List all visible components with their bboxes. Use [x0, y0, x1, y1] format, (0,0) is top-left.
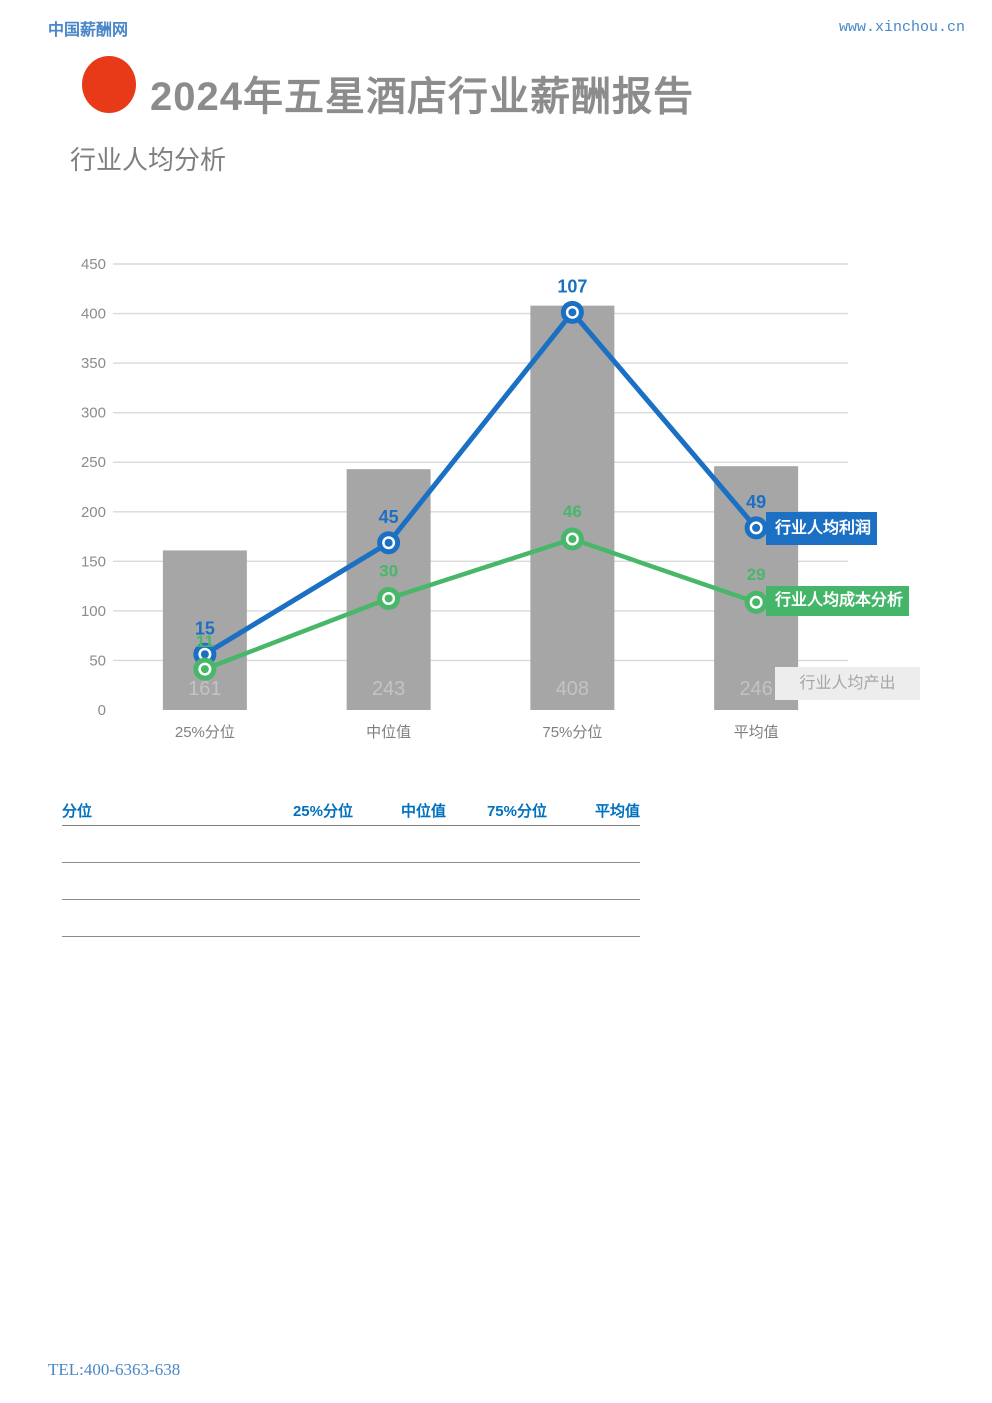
- point-value-label: 49: [746, 492, 766, 512]
- marker-dot: [384, 594, 393, 603]
- y-axis-tick-label: 50: [89, 652, 106, 669]
- footer-tel-link[interactable]: TEL:400-6363-638: [48, 1360, 181, 1379]
- bar: [530, 305, 615, 710]
- legend-profit: 行业人均利润: [766, 512, 877, 545]
- x-category-label: 中位值: [366, 724, 411, 741]
- bar: [162, 550, 247, 710]
- point-value-label: 29: [747, 565, 766, 584]
- bar-value-label: 408: [556, 678, 589, 700]
- marker-dot: [752, 598, 761, 607]
- point-value-label: 30: [379, 562, 398, 581]
- table-header-row: 分位 25%分位 中位值 75%分位 平均值: [62, 796, 640, 826]
- y-axis-tick-label: 300: [81, 405, 106, 422]
- table-header-fenwei: 分位: [62, 803, 93, 820]
- marker-dot: [384, 538, 393, 547]
- site-name: 中国薪酬网: [48, 22, 129, 39]
- section-title: 行业人均分析: [70, 145, 227, 175]
- y-axis-tick-label: 150: [81, 553, 106, 570]
- table-row: [62, 826, 640, 863]
- y-axis-tick-label: 450: [81, 256, 106, 273]
- x-category-label: 75%分位: [542, 724, 602, 741]
- percentile-table: 分位 25%分位 中位值 75%分位 平均值: [62, 796, 640, 937]
- table-header-mean: 平均值: [594, 803, 640, 820]
- point-value-label: 45: [379, 507, 399, 527]
- y-axis-tick-label: 350: [81, 355, 106, 372]
- y-axis-tick-label: 250: [81, 454, 106, 471]
- point-value-label: 11: [196, 632, 214, 651]
- y-axis-tick-label: 200: [81, 504, 106, 521]
- page-title: 2024年五星酒店行业薪酬报告: [150, 75, 694, 119]
- legend-output: 行业人均产出: [775, 667, 920, 700]
- line-行业人均成本分析: [204, 536, 757, 672]
- bar-value-label: 161: [188, 678, 221, 700]
- marker-dot: [568, 308, 577, 317]
- bar-value-label: 243: [372, 678, 405, 700]
- site-url-link[interactable]: www.xinchou.cn: [838, 19, 965, 36]
- table-header-p25: 25%分位: [292, 803, 353, 820]
- bar-value-label: 246: [739, 678, 772, 700]
- marker-dot: [200, 650, 209, 659]
- y-axis-tick-label: 400: [81, 306, 106, 323]
- x-category-label: 平均值: [734, 724, 779, 741]
- marker-dot: [752, 523, 761, 532]
- table-header-median: 中位值: [400, 803, 446, 820]
- point-value-label: 15: [195, 618, 215, 638]
- point-value-label: 46: [563, 502, 582, 521]
- table-row: [62, 863, 640, 900]
- logo-dot-icon: [82, 56, 136, 113]
- marker-dot: [568, 535, 577, 544]
- y-axis-tick-label: 0: [98, 702, 106, 719]
- table-header-p75: 75%分位: [486, 803, 547, 820]
- x-category-label: 25%分位: [175, 724, 235, 741]
- legend-cost: 行业人均成本分析: [766, 586, 909, 616]
- point-value-label: 107: [557, 276, 587, 296]
- table-row: [62, 900, 640, 937]
- line-行业人均利润: [203, 309, 759, 657]
- marker-dot: [200, 665, 209, 674]
- y-axis-tick-label: 100: [81, 603, 106, 620]
